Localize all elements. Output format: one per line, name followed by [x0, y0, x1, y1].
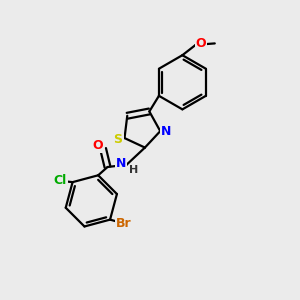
Text: S: S — [113, 133, 122, 146]
Text: O: O — [196, 37, 206, 50]
Text: N: N — [161, 124, 171, 138]
Text: Br: Br — [116, 217, 131, 230]
Text: O: O — [92, 139, 103, 152]
Text: Cl: Cl — [54, 174, 67, 187]
Text: N: N — [116, 157, 126, 170]
Text: H: H — [128, 165, 138, 175]
